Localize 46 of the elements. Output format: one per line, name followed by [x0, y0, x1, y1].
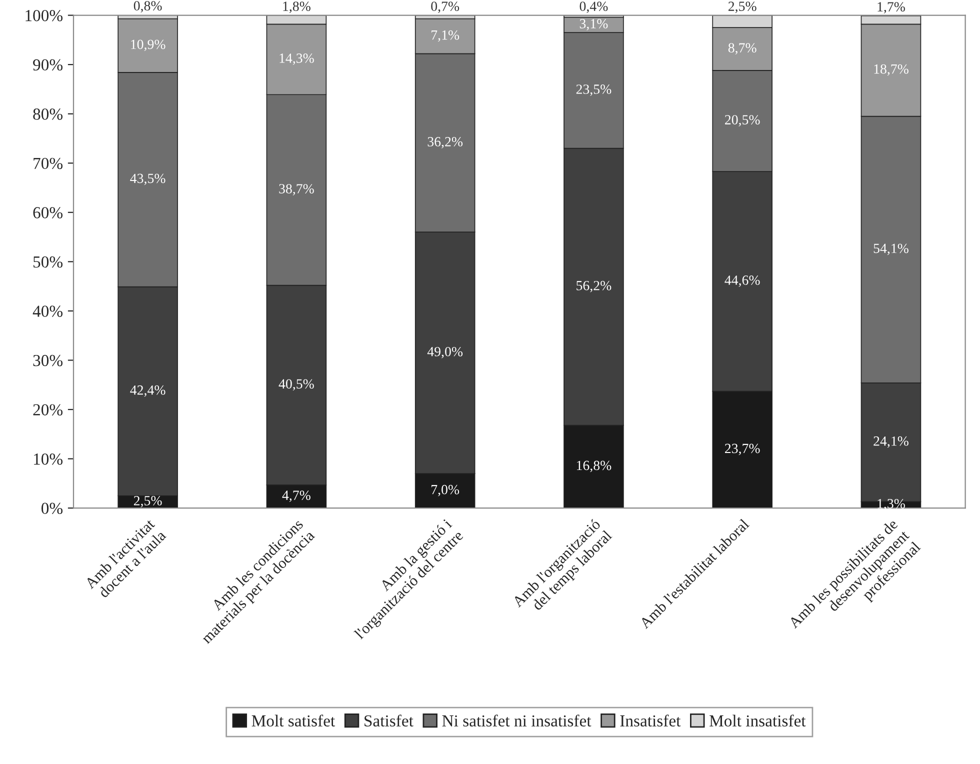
data-label: 43,5% [130, 174, 166, 186]
legend-label: Molt satisfet [252, 714, 336, 727]
y-tick-label: 80% [33, 108, 63, 120]
data-label: 3,1% [580, 18, 608, 30]
legend-label: Molt insatisfet [710, 714, 806, 727]
legend-label: Satisfet [364, 714, 414, 727]
data-label: 14,3% [280, 53, 314, 65]
y-tick-label: 100% [26, 10, 63, 22]
y-tick-label: 0% [42, 502, 63, 514]
data-label: 49,0% [427, 346, 463, 358]
data-label: 23,7% [725, 444, 760, 456]
legend-label: Ni satisfet ni insatisfet [442, 714, 592, 727]
y-tick-label: 90% [33, 59, 63, 71]
data-label: 36,2% [428, 137, 463, 148]
data-label: 1,7% [878, 2, 905, 14]
data-label: 20,5% [725, 115, 760, 126]
data-label: 0,8% [134, 1, 162, 12]
data-label: 38,7% [279, 184, 314, 196]
data-label: 10,9% [131, 40, 166, 52]
data-label: 44,6% [724, 275, 760, 287]
data-label: 8,7% [728, 43, 756, 55]
data-label: 40,5% [278, 379, 314, 391]
data-label: 23,5% [576, 84, 612, 96]
y-tick-label: 70% [34, 158, 63, 170]
data-label: 56,2% [576, 280, 612, 292]
y-tick-label: 20% [33, 404, 63, 416]
y-tick-label: 30% [33, 354, 63, 366]
data-label: 1,3% [878, 498, 905, 510]
y-tick-label: 50% [34, 256, 63, 268]
data-label: 24,1% [874, 436, 908, 448]
data-label: 0,7% [431, 2, 460, 13]
y-tick-label: 60% [33, 207, 63, 218]
data-label: 18,7% [874, 64, 908, 76]
data-label: 1,8% [283, 2, 310, 13]
data-label: 4,7% [282, 490, 310, 502]
data-label: 0,4% [580, 2, 608, 13]
y-tick-label: 40% [32, 306, 63, 317]
data-label: 7,1% [432, 30, 460, 42]
data-label: 16,8% [577, 460, 612, 472]
legend-label: Insatisfet [620, 714, 681, 727]
data-label: 7,0% [432, 484, 460, 496]
data-label: 54,1% [874, 244, 908, 256]
y-tick-label: 10% [34, 453, 63, 465]
data-label: 2,5% [134, 496, 162, 508]
data-label: 2,5% [728, 2, 756, 13]
data-label: 42,4% [130, 385, 166, 397]
